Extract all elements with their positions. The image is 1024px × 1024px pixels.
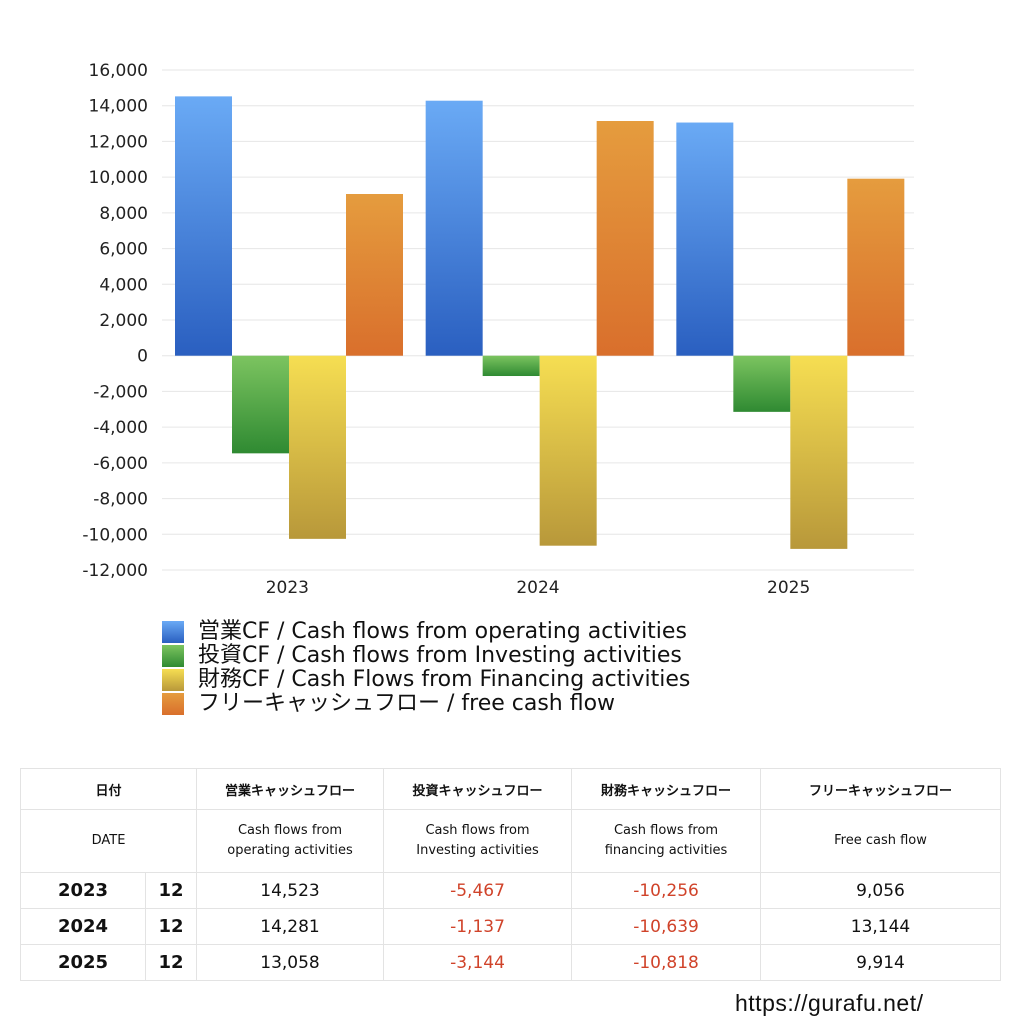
- row-operating-value: 13,058: [196, 944, 385, 981]
- bar-financing-2024: [539, 355, 597, 546]
- bar-investing-2024: [482, 355, 540, 377]
- row-year: 2024: [20, 908, 146, 945]
- row-month: 12: [144, 872, 198, 909]
- chart-legend: 営業CF / Cash flows from operating activit…: [162, 620, 690, 716]
- row-investing-value: -1,137: [383, 908, 573, 945]
- legend-swatch-operating: [162, 621, 184, 643]
- row-free-cash-flow-value: 9,914: [760, 944, 1002, 981]
- y-tick-label: 14,000: [89, 97, 148, 117]
- bar-free-cash-flow-2023: [346, 194, 403, 356]
- cash-flow-bar-chart: 16,000 14,000 12,000 10,000 8,000 6,000 4,000 2…: [82, 61, 914, 598]
- header-operating-en-line1: Cash flows from: [237, 823, 343, 838]
- bars: [175, 96, 905, 549]
- row-month: 12: [144, 908, 198, 945]
- y-axis-tick-labels: 16,000 14,000 12,000 10,000 8,000 6,000 4,000 2…: [82, 61, 148, 581]
- y-tick-label: -10,000: [82, 525, 148, 545]
- x-tick-label: 2023: [266, 578, 309, 598]
- legend-label-investing: 投資CF / Cash flows from Investing activit…: [198, 643, 682, 668]
- legend-item-financing: 財務CF / Cash Flows from Financing activit…: [162, 668, 690, 692]
- legend-label-free-cash-flow: フリーキャッシュフロー / free cash flow: [198, 691, 616, 716]
- table-row: 2023 12 14,523 -5,467 -10,256 9,056: [20, 872, 1002, 909]
- row-financing-value: -10,639: [571, 908, 762, 945]
- bar-financing-2025: [790, 355, 848, 549]
- legend-label-operating: 営業CF / Cash flows from operating activit…: [198, 619, 687, 644]
- y-tick-label: -2,000: [93, 382, 148, 402]
- row-year: 2025: [20, 944, 146, 981]
- y-tick-label: 4,000: [99, 275, 148, 295]
- row-free-cash-flow-value: 9,056: [760, 872, 1002, 909]
- row-investing-value: -5,467: [383, 872, 573, 909]
- row-free-cash-flow-value: 13,144: [760, 908, 1002, 945]
- y-tick-label: 10,000: [89, 168, 148, 188]
- header-financing-en-line1: Cash flows from: [613, 823, 719, 838]
- bar-operating-2023: [175, 96, 232, 356]
- legend-swatch-financing: [162, 669, 184, 691]
- bar-free-cash-flow-2025: [847, 178, 905, 356]
- header-investing-en: Cash flows from Investing activities: [383, 809, 573, 873]
- bar-operating-2025: [676, 122, 734, 356]
- legend-swatch-investing: [162, 645, 184, 667]
- y-tick-label: 12,000: [89, 132, 148, 152]
- x-tick-label: 2025: [767, 578, 810, 598]
- header-free-cash-flow-jp: フリーキャッシュフロー: [760, 768, 1002, 810]
- x-tick-label: 2024: [516, 578, 559, 598]
- table-header-en: DATE Cash flows from operating activitie…: [19, 809, 1002, 873]
- header-operating-jp: 営業キャッシュフロー: [196, 768, 385, 810]
- header-investing-jp: 投資キャッシュフロー: [383, 768, 573, 810]
- y-tick-label: -12,000: [82, 561, 148, 581]
- row-operating-value: 14,281: [196, 908, 385, 945]
- table-header-jp: 日付 営業キャッシュフロー 投資キャッシュフロー 財務キャッシュフロー フリーキ…: [19, 768, 1002, 810]
- header-investing-en-line2: Investing activities: [416, 843, 539, 858]
- y-tick-label: -8,000: [93, 490, 148, 510]
- row-operating-value: 14,523: [196, 872, 385, 909]
- bar-investing-2023: [232, 355, 289, 454]
- header-investing-en-line1: Cash flows from: [425, 823, 530, 838]
- table-row: 2024 12 14,281 -1,137 -10,639 13,144: [20, 908, 1002, 945]
- row-year: 2023: [20, 872, 146, 909]
- row-financing-value: -10,818: [571, 944, 762, 981]
- header-financing-en-line2: financing activities: [604, 843, 728, 858]
- bar-free-cash-flow-2024: [596, 121, 654, 356]
- row-financing-value: -10,256: [571, 872, 762, 909]
- legend-item-operating: 営業CF / Cash flows from operating activit…: [162, 620, 690, 644]
- source-url[interactable]: https://gurafu.net/: [735, 990, 924, 1016]
- header-date-jp: 日付: [19, 768, 198, 810]
- row-month: 12: [144, 944, 198, 981]
- y-tick-label: -6,000: [93, 454, 148, 474]
- row-investing-value: -3,144: [383, 944, 573, 981]
- y-tick-label: 8,000: [99, 204, 148, 224]
- bar-investing-2025: [733, 355, 791, 412]
- header-operating-en: Cash flows from operating activities: [196, 809, 385, 873]
- legend-item-investing: 投資CF / Cash flows from Investing activit…: [162, 644, 690, 668]
- header-free-cash-flow-en: Free cash flow: [760, 809, 1002, 873]
- table-row: 2025 12 13,058 -3,144 -10,818 9,914: [20, 944, 1002, 981]
- y-tick-label: 6,000: [99, 240, 148, 260]
- header-financing-en: Cash flows from financing activities: [571, 809, 762, 873]
- header-financing-jp: 財務キャッシュフロー: [571, 768, 762, 810]
- bar-financing-2023: [289, 355, 346, 539]
- legend-item-free-cash-flow: フリーキャッシュフロー / free cash flow: [162, 692, 690, 716]
- legend-swatch-free-cash-flow: [162, 693, 184, 715]
- header-operating-en-line2: operating activities: [227, 843, 353, 858]
- x-axis-tick-labels: 2023 2024 2025: [266, 578, 811, 598]
- bar-operating-2024: [425, 100, 483, 356]
- y-tick-label: -4,000: [93, 418, 148, 438]
- y-tick-label: 0: [137, 347, 148, 367]
- y-tick-label: 2,000: [99, 311, 148, 331]
- cash-flow-table: 日付 営業キャッシュフロー 投資キャッシュフロー 財務キャッシュフロー フリーキ…: [19, 768, 1002, 981]
- legend-label-financing: 財務CF / Cash Flows from Financing activit…: [198, 667, 691, 692]
- y-tick-label: 16,000: [89, 61, 148, 81]
- header-date-en: DATE: [19, 809, 198, 873]
